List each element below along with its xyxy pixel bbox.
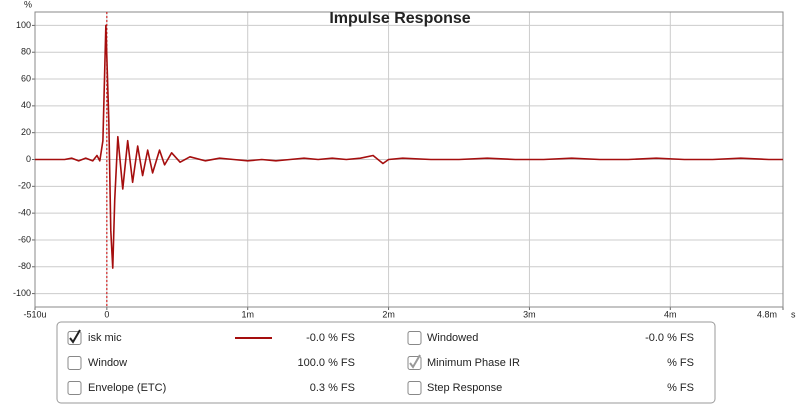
y-tick-label: -60 xyxy=(18,234,31,244)
y-tick-label: 80 xyxy=(21,47,31,57)
panel xyxy=(56,321,716,404)
x-tick-label: 2m xyxy=(382,309,395,319)
x-tick-label: 3m xyxy=(523,309,536,319)
x-tick-label: 0 xyxy=(104,309,109,319)
chart-title: Impulse Response xyxy=(329,10,470,27)
option-value: 0.3 % FS xyxy=(310,382,355,394)
legend-value: -0.0 % FS xyxy=(306,332,355,344)
y-tick-label: 40 xyxy=(21,100,31,110)
y-tick-label: 0 xyxy=(26,154,31,164)
option-value: 100.0 % FS xyxy=(298,357,355,369)
checkmark xyxy=(409,354,421,369)
y-tick-label: -20 xyxy=(18,181,31,191)
series-line xyxy=(35,24,783,269)
option-label: Step Response xyxy=(427,382,502,394)
option-value: -0.0 % FS xyxy=(645,332,694,344)
x-tick-label: 4.8m xyxy=(757,309,777,319)
y-tick-label: 60 xyxy=(21,73,31,83)
option-value: % FS xyxy=(667,357,694,369)
checkbox[interactable] xyxy=(407,381,422,395)
y-tick-label: -100 xyxy=(13,288,31,298)
option-label: Window xyxy=(88,357,127,369)
option-value: % FS xyxy=(667,382,694,394)
y-axis-label: % xyxy=(24,0,32,9)
checkbox[interactable] xyxy=(67,381,82,395)
legend-label: isk mic xyxy=(88,332,122,344)
y-tick-label: 20 xyxy=(21,127,31,137)
checkbox[interactable] xyxy=(407,331,422,345)
y-tick-label: 100 xyxy=(16,20,31,30)
x-axis-label: s xyxy=(791,309,796,319)
x-tick-label: 4m xyxy=(664,309,677,319)
checkbox[interactable] xyxy=(67,356,82,370)
option-label: Envelope (ETC) xyxy=(88,382,166,394)
x-tick-label: -510u xyxy=(23,309,46,319)
x-tick-label: 1m xyxy=(241,309,254,319)
option-label: Minimum Phase IR xyxy=(427,357,520,369)
checkmark xyxy=(69,329,81,344)
option-label: Windowed xyxy=(427,332,478,344)
y-tick-label: -40 xyxy=(18,208,31,218)
y-tick-label: -80 xyxy=(18,261,31,271)
